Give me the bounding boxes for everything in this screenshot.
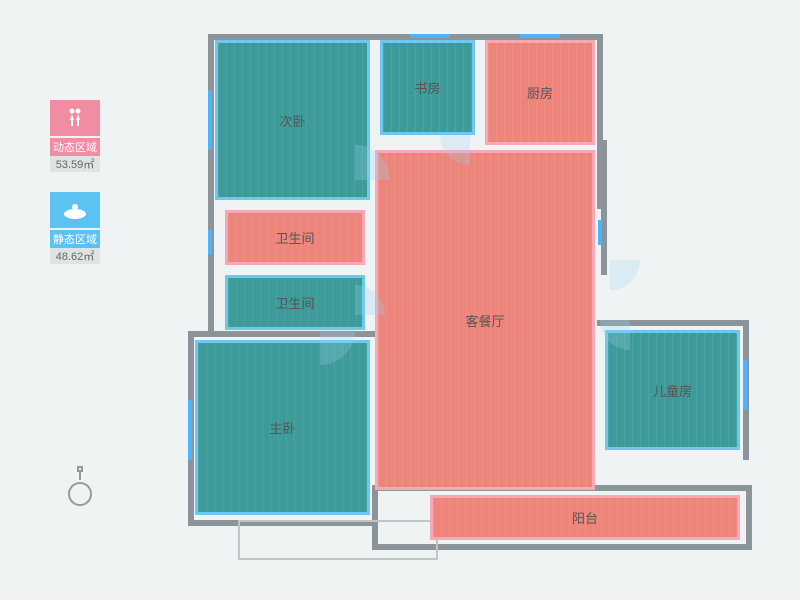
static-value: 48.62㎡ xyxy=(50,248,100,264)
room-balcony: 阳台 xyxy=(430,495,740,540)
static-icon xyxy=(50,192,100,228)
room-second_bedroom: 次卧 xyxy=(215,40,370,200)
legend-panel: 动态区域 53.59㎡ 静态区域 48.62㎡ xyxy=(50,100,110,284)
wall xyxy=(597,140,607,275)
window xyxy=(520,34,560,38)
legend-static: 静态区域 48.62㎡ xyxy=(50,192,110,264)
dynamic-label: 动态区域 xyxy=(50,138,100,156)
legend-dynamic: 动态区域 53.59㎡ xyxy=(50,100,110,172)
room-kitchen: 厨房 xyxy=(485,40,595,145)
room-study: 书房 xyxy=(380,40,475,135)
room-bathroom1: 卫生间 xyxy=(225,210,365,265)
window xyxy=(598,220,602,245)
compass-icon xyxy=(65,470,95,510)
window xyxy=(208,230,212,255)
floorplan: 次卧书房厨房卫生间卫生间客餐厅主卧儿童房阳台 xyxy=(180,20,760,580)
room-master_bedroom: 主卧 xyxy=(195,340,370,515)
window xyxy=(743,360,747,410)
wall xyxy=(238,520,438,560)
door-swing xyxy=(610,260,640,290)
window xyxy=(188,400,192,460)
window xyxy=(208,90,212,150)
room-living: 客餐厅 xyxy=(375,150,595,490)
dynamic-icon xyxy=(50,100,100,136)
room-bathroom2: 卫生间 xyxy=(225,275,365,330)
window xyxy=(410,34,450,38)
static-label: 静态区域 xyxy=(50,230,100,248)
dynamic-value: 53.59㎡ xyxy=(50,156,100,172)
